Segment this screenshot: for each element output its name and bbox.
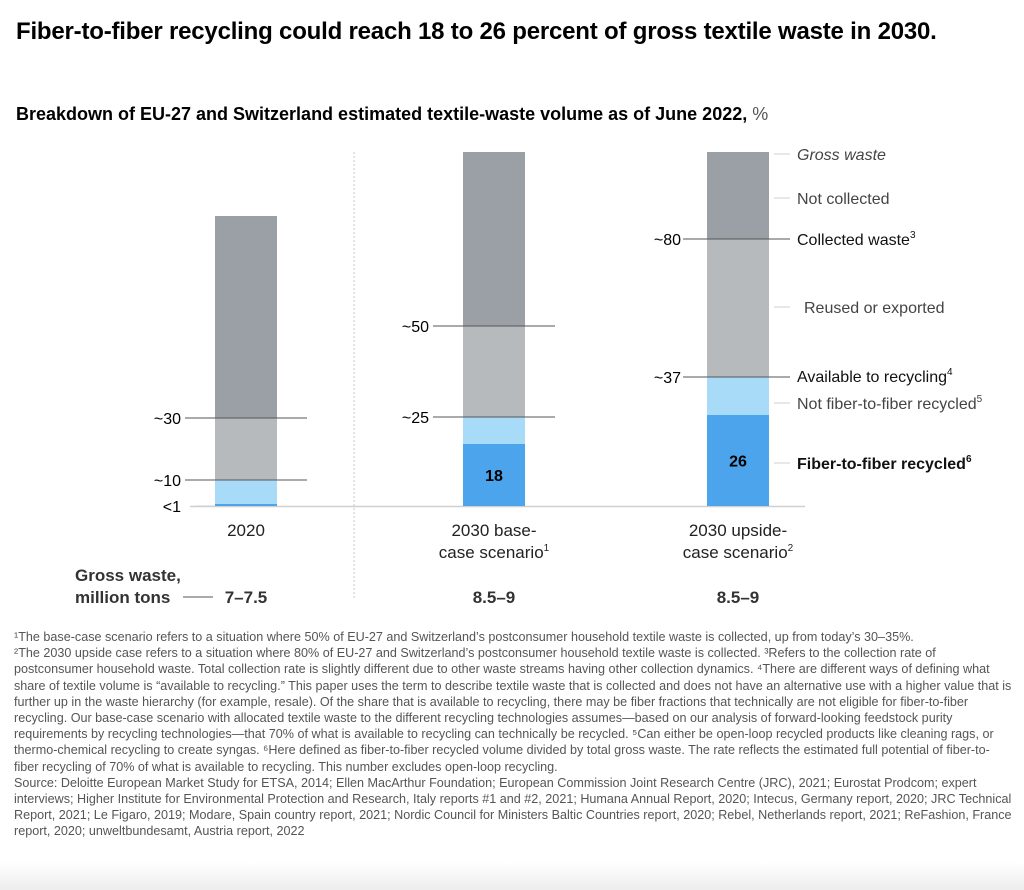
bar-segment-not-fiber-to-fiber [463, 417, 525, 444]
chart-title: Fiber-to-fiber recycling could reach 18 … [16, 18, 937, 45]
subtitle-text: Breakdown of EU-27 and Switzerland estim… [16, 104, 748, 124]
footnote-sup: 1 [544, 543, 550, 554]
bar-segment-not-fiber-to-fiber [707, 377, 769, 415]
legend-item: Not fiber-to-fiber recycled5 [797, 394, 983, 413]
legend-item: Collected waste3 [797, 230, 916, 249]
footnote-sup: 4 [947, 367, 953, 378]
bar-segment-fiber-to-fiber [707, 415, 769, 506]
stacked-bar-chart: ~30 ~10 <1 2020 7–7.5 18 ~50 ~25 2030 base-case … [75, 147, 983, 607]
bar-segment-not-collected [215, 216, 277, 418]
footnote-sup: 5 [977, 394, 983, 405]
bar-segment-fiber-to-fiber [463, 444, 525, 506]
footnote-sup: 2 [788, 543, 794, 554]
gross-waste-row-label: million tons [75, 588, 170, 607]
marker-label: <1 [163, 499, 181, 516]
marker-label: ~25 [402, 410, 429, 427]
category-label: 2030 base- [451, 521, 536, 540]
chart-subtitle: Breakdown of EU-27 and Switzerland estim… [16, 102, 768, 126]
legend-item: Not collected [797, 191, 890, 208]
category-label: case scenario1 [439, 543, 550, 562]
category-label: 2030 upside- [689, 521, 787, 540]
legend-item: Reused or exported [804, 300, 945, 317]
bar-segment-reused-exported [215, 418, 277, 480]
marker-label: ~10 [154, 473, 181, 490]
marker-label: ~37 [654, 370, 681, 387]
footnotes: ¹The base-case scenario refers to a situ… [14, 629, 1014, 840]
bar-value-label: 18 [485, 468, 503, 485]
source-note: Source: Deloitte European Market Study f… [14, 775, 1012, 839]
legend-item: Available to recycling4 [797, 367, 953, 386]
gross-waste-value: 8.5–9 [473, 588, 516, 607]
bar-segment-reused-exported [707, 239, 769, 377]
marker-label: ~30 [154, 411, 181, 428]
marker-label: ~50 [402, 319, 429, 336]
footnote-sup: 3 [910, 230, 916, 241]
gross-waste-value: 8.5–9 [717, 588, 760, 607]
bar-segment-not-collected [463, 152, 525, 326]
footnote-2-6: ²The 2030 upside case refers to a situat… [14, 646, 1012, 774]
footnote-sup: 6 [966, 454, 972, 465]
footnote-1: ¹The base-case scenario refers to a situ… [14, 630, 914, 644]
gross-waste-row-label: Gross waste, [75, 566, 181, 585]
legend-item: Fiber-to-fiber recycled6 [797, 454, 972, 473]
gross-waste-value: 7–7.5 [225, 588, 268, 607]
bar-segment-not-fiber-to-fiber [215, 480, 277, 504]
category-label: case scenario2 [683, 543, 794, 562]
category-label: 2020 [227, 521, 265, 540]
legend-item: Gross waste [797, 147, 886, 164]
bar-value-label: 26 [729, 454, 747, 471]
bar-segment-reused-exported [463, 326, 525, 417]
subtitle-unit: % [752, 104, 769, 124]
bar-segment-not-collected [707, 152, 769, 239]
bar-segment-fiber-to-fiber [215, 504, 277, 506]
marker-label: ~80 [654, 232, 681, 249]
